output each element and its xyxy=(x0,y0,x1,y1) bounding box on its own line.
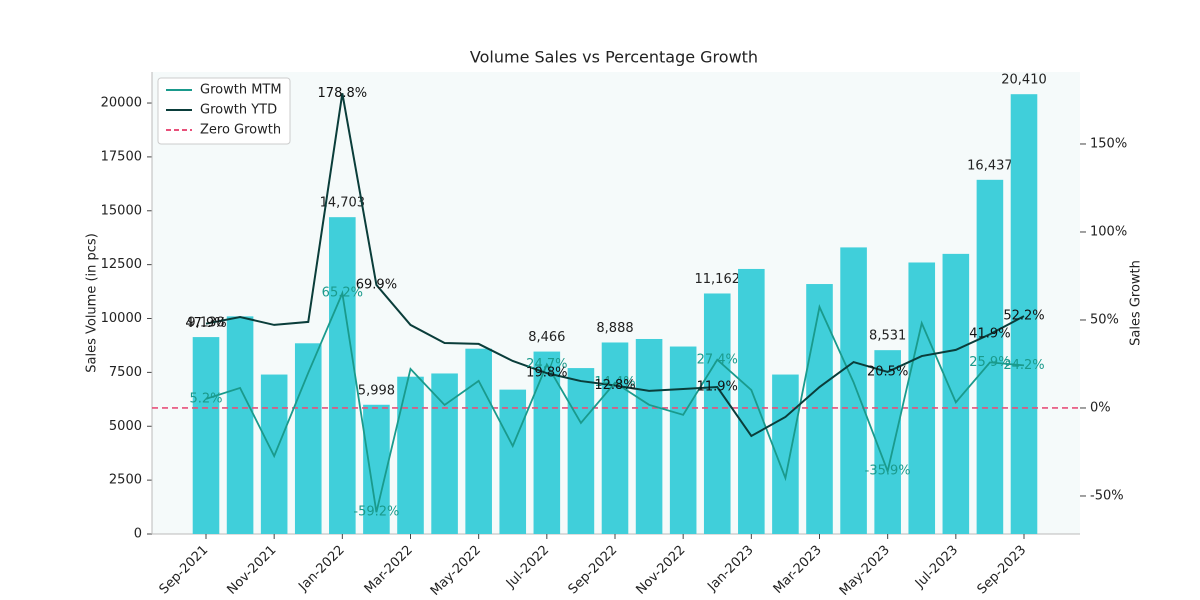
legend-label: Growth YTD xyxy=(200,103,277,118)
line-label: 12.8% xyxy=(594,378,635,393)
x-tick-label: Sep-2022 xyxy=(566,543,621,598)
y-tick-label: 12500 xyxy=(101,257,142,272)
bar xyxy=(567,368,595,534)
bar xyxy=(499,389,527,534)
x-tick-label: Mar-2022 xyxy=(362,543,416,597)
y-tick-label: 5000 xyxy=(109,419,142,434)
line-label: -35.9% xyxy=(865,464,911,479)
line-label: 14.4% xyxy=(594,375,635,390)
line-label: 27.4% xyxy=(697,352,738,367)
y2-tick-label: 150% xyxy=(1090,136,1127,151)
bar-label: 20,410 xyxy=(1001,73,1047,88)
x-tick-label: Mar-2023 xyxy=(771,543,825,597)
x-tick-label: May-2023 xyxy=(837,543,893,599)
y2-tick-label: -50% xyxy=(1090,488,1124,503)
y2-tick-label: 50% xyxy=(1090,312,1119,327)
y-tick-label: 15000 xyxy=(101,203,142,218)
line-growth-mtm xyxy=(205,289,1025,513)
bar xyxy=(669,346,697,534)
x-tick-label: Sep-2023 xyxy=(975,543,1030,598)
line-label: 5.2% xyxy=(189,391,222,406)
bar-label: 8,466 xyxy=(528,330,565,345)
bar xyxy=(874,350,901,534)
x-tick-label: Jul-2022 xyxy=(503,543,552,592)
bar-label: 14,703 xyxy=(320,196,366,211)
bar xyxy=(329,217,356,534)
y-axis-label: Sales Volume (in pcs) xyxy=(85,233,100,373)
bar-label: 8,888 xyxy=(596,321,633,336)
bar xyxy=(635,338,663,534)
y2-tick-label: 0% xyxy=(1090,400,1111,415)
bar-label: 5,998 xyxy=(358,383,395,398)
line-label: 25.9% xyxy=(969,355,1010,370)
x-tick-label: Sep-2021 xyxy=(157,543,212,598)
y-tick-label: 7500 xyxy=(109,365,142,380)
bar xyxy=(942,253,970,535)
y-tick-label: 10000 xyxy=(101,311,142,326)
y-tick-label: 0 xyxy=(134,527,142,542)
bar xyxy=(363,404,390,534)
line-label: 19.8% xyxy=(526,366,567,381)
bar xyxy=(908,262,936,534)
line-label: 20.5% xyxy=(867,364,908,379)
bar-label: 11,162 xyxy=(695,272,741,287)
line-label: 47.9% xyxy=(185,316,226,331)
bar xyxy=(601,342,629,534)
bar xyxy=(976,179,1004,534)
bar xyxy=(806,284,833,534)
line-label: 69.9% xyxy=(356,277,397,292)
bar xyxy=(703,293,731,534)
bar xyxy=(738,268,765,534)
bar xyxy=(431,373,458,534)
x-tick-label: Nov-2021 xyxy=(224,543,279,598)
bar-label: 8,531 xyxy=(869,329,906,344)
y2-tick-label: 100% xyxy=(1090,224,1127,239)
line-label: 65.2% xyxy=(322,286,363,301)
line-growth-ytd xyxy=(205,93,1025,438)
y-tick-label: 2500 xyxy=(109,473,142,488)
legend-box xyxy=(157,77,291,145)
bar xyxy=(397,376,424,534)
bar xyxy=(192,337,220,534)
line-label: 178.8% xyxy=(318,86,368,101)
y2-axis-label: Sales Growth xyxy=(1129,260,1144,346)
y-tick-label: 17500 xyxy=(101,149,142,164)
line-label: 11.9% xyxy=(697,380,738,395)
x-tick-label: Jan-2023 xyxy=(704,543,756,595)
x-tick-label: May-2022 xyxy=(428,543,484,599)
x-tick-label: Nov-2022 xyxy=(633,543,688,598)
legend-label: Growth MTM xyxy=(200,83,282,98)
bar xyxy=(840,247,867,534)
line-label: 24.7% xyxy=(526,357,567,372)
bar xyxy=(1010,94,1038,535)
legend-label: Zero Growth xyxy=(200,123,281,138)
line-label: -59.2% xyxy=(353,505,399,520)
x-tick-label: Jan-2022 xyxy=(295,543,347,595)
bar-label: 16,437 xyxy=(967,158,1013,173)
line-label: 52.2% xyxy=(1003,309,1044,324)
x-tick-label: Jul-2023 xyxy=(912,543,961,592)
y-tick-label: 20000 xyxy=(101,96,142,111)
bar xyxy=(533,351,561,534)
bar xyxy=(465,348,492,534)
line-label: 41.9% xyxy=(969,327,1010,342)
line-label: 24.2% xyxy=(1003,358,1044,373)
chart-title: Volume Sales vs Percentage Growth xyxy=(470,48,758,67)
bar xyxy=(226,316,254,534)
